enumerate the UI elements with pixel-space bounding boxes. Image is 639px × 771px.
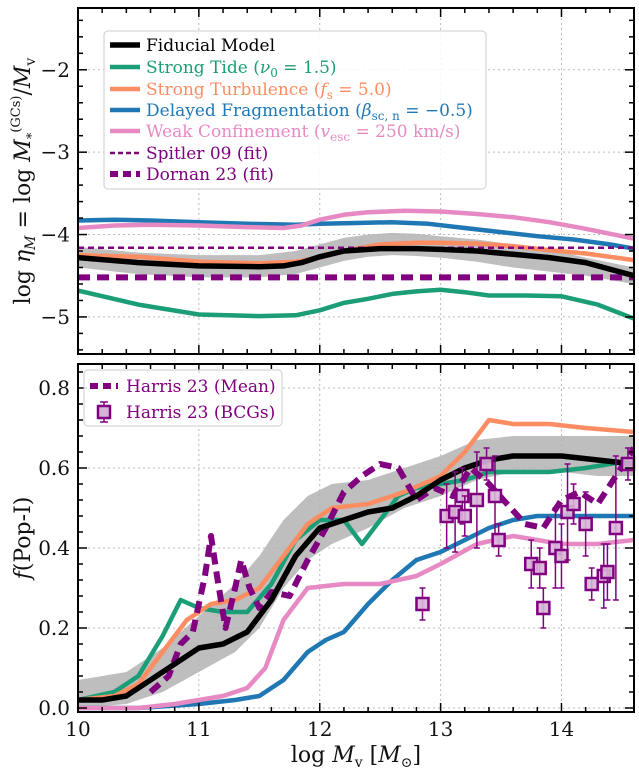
bottom-panel: 0.0 0.2 0.4 0.6 0.8 10 11 12 13 14 f(Pop-I) log … (11, 363, 636, 771)
top-ytick-labels: −5 −4 −3 −2 (41, 58, 70, 329)
bcg-point (457, 495, 473, 537)
bcg-point (620, 447, 636, 481)
bottom-ticks (77, 364, 635, 712)
legend-item-harris-bcgs: Harris 23 (BCGs) (96, 401, 275, 423)
top-series (78, 208, 634, 321)
xtick-label: 13 (428, 717, 453, 741)
bottom-fiducial-band (78, 436, 634, 708)
ytick-label: −4 (41, 223, 70, 247)
ytick-label: −5 (41, 305, 70, 329)
legend-item-harris-mean: Harris 23 (Mean) (90, 377, 276, 397)
series-line-strong-tide-0-1-5 (78, 287, 634, 321)
bcg-point (566, 483, 581, 525)
top-ticks (77, 8, 635, 354)
ytick-label: −3 (41, 140, 70, 164)
harris23-bcg-points (415, 447, 636, 629)
series-line-weak-confinement (78, 533, 634, 711)
bcg-point (600, 543, 615, 601)
top-legend-frame (103, 30, 487, 190)
bcg-point (491, 523, 506, 557)
legend-label: Harris 23 (Mean) (126, 377, 276, 397)
series-line-strong-turbulence (78, 417, 634, 703)
bottom-legend-frame (83, 369, 283, 427)
legend-item-dornan: Dornan 23 (fit) (110, 165, 274, 185)
bcg-point (532, 547, 547, 589)
xtick-label: 11 (186, 717, 211, 741)
series-line-weak-confinement-v-esc-250-km-s (78, 208, 634, 241)
series-line-delayed-fragmentation (78, 513, 634, 711)
xtick-label: 12 (307, 717, 332, 741)
xtick-label: 14 (549, 717, 574, 741)
legend-item-strong-turbulence: Strong Turbulence (fs = 5.0) (110, 80, 392, 102)
bcg-point (554, 523, 569, 589)
ytick-label: 0.0 (38, 696, 70, 720)
ytick-label: 0.2 (38, 616, 70, 640)
ytick-label: 0.4 (38, 536, 70, 560)
ytick-label: 0.6 (38, 456, 70, 480)
top-panel: −5 −4 −3 −2 log ηM = log M*(GCs)/Mv Fiducia… (9, 7, 635, 355)
legend-item-weak-confinement: Weak Confinement (vesc = 250 km/s) (110, 122, 461, 144)
legend-item-delayed-fragmentation: Delayed Fragmentation (βsc, n = −0.5) (110, 101, 473, 123)
legend-item-fiducial: Fiducial Model (110, 36, 275, 56)
bottom-xlabel: log Mv [M⊙] (291, 743, 421, 771)
legend-item-strong-tide: Strong Tide (ν0 = 1.5) (110, 58, 337, 80)
legend-label: Weak Confinement (vesc = 250 km/s) (146, 122, 461, 144)
bottom-ytick-labels: 0.0 0.2 0.4 0.6 0.8 (38, 376, 70, 720)
bcg-point (578, 491, 593, 557)
series-line-fiducial-model (78, 245, 634, 279)
bcg-point (415, 587, 430, 621)
bottom-xtick-labels: 10 11 12 13 14 (65, 717, 574, 741)
top-ylabel: log ηM = log M*(GCs)/Mv (9, 58, 40, 305)
series-line-fiducial-model (78, 453, 634, 703)
series-line-delayed-fragmentation-sc-n-0-5 (78, 217, 634, 251)
ytick-label: −2 (41, 58, 70, 82)
series-line-harris-23-mean (148, 446, 634, 695)
top-axes-frame (77, 7, 635, 355)
legend-label: Harris 23 (BCGs) (126, 403, 275, 423)
bottom-legend: Harris 23 (Mean) Harris 23 (BCGs) (83, 369, 283, 427)
legend-label: Strong Turbulence (fs = 5.0) (146, 80, 392, 102)
series-line-strong-turbulence-f-s-5-0 (78, 240, 634, 266)
bottom-axes-frame (77, 363, 635, 713)
legend-label: Dornan 23 (fit) (146, 165, 274, 185)
xtick-label: 10 (65, 717, 90, 741)
bcg-point (469, 451, 485, 549)
legend-label: Fiducial Model (146, 36, 275, 56)
top-legend: Fiducial Model Strong Tide (ν0 = 1.5) St… (103, 30, 487, 190)
bcg-point (608, 455, 624, 601)
bottom-ylabel: f(Pop-I) (11, 497, 36, 582)
bcg-point (536, 587, 551, 629)
ytick-label: 0.8 (38, 376, 70, 400)
legend-label: Delayed Fragmentation (βsc, n = −0.5) (146, 101, 473, 123)
legend-label: Spitler 09 (fit) (146, 144, 268, 164)
legend-label: Strong Tide (ν0 = 1.5) (146, 58, 337, 80)
bcg-point (584, 567, 599, 601)
bottom-series (78, 417, 634, 711)
fiducial-scatter-band (78, 436, 634, 708)
bcg-point (479, 447, 494, 481)
legend-item-spitler: Spitler 09 (fit) (110, 144, 268, 164)
